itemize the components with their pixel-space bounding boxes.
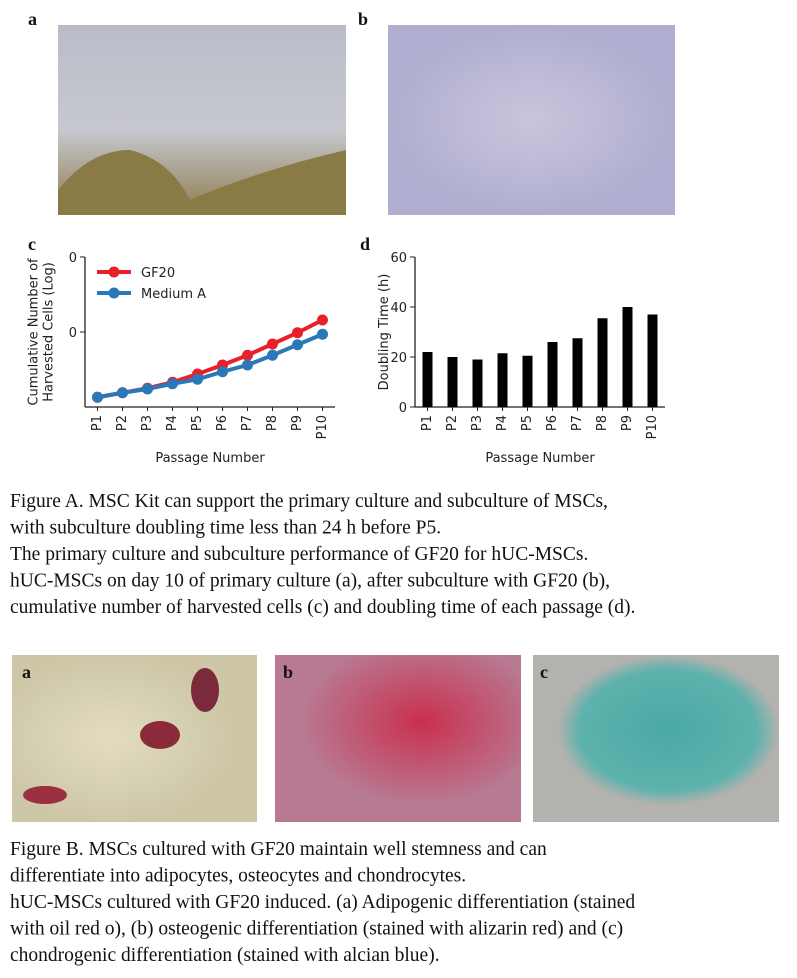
photo — [275, 655, 521, 822]
x-tick-label: P4 — [165, 415, 180, 431]
x-tick-label: P2 — [115, 415, 130, 431]
caption-line: The primary culture and subculture perfo… — [10, 544, 588, 565]
x-tick-label: P9 — [620, 415, 635, 431]
x-tick-label: P8 — [595, 415, 610, 431]
bar — [497, 353, 508, 407]
marker — [142, 383, 153, 395]
caption-line: cumulative number of harvested cells (c)… — [10, 597, 635, 618]
y-tick-label: 20 — [390, 351, 407, 366]
bar — [572, 338, 583, 407]
panel-letter: b — [358, 9, 368, 29]
bar — [647, 314, 658, 407]
x-tick-label: P6 — [215, 415, 230, 431]
x-tick-label: P6 — [545, 415, 560, 431]
x-tick-label: P8 — [265, 415, 280, 431]
panel-letter: b — [283, 662, 293, 682]
legend-label: Medium A — [141, 287, 206, 302]
marker — [117, 387, 128, 399]
marker — [292, 339, 303, 351]
bar — [472, 359, 483, 407]
bar — [622, 307, 633, 407]
caption: Figure A. MSC Kit can support the primar… — [10, 491, 635, 618]
panel-letter: c — [540, 662, 548, 682]
y-tick-label: 60 — [390, 251, 407, 266]
x-tick-label: P2 — [445, 415, 460, 431]
marker — [292, 327, 303, 339]
y-tick-label: 0 — [69, 251, 77, 266]
bar — [547, 342, 558, 407]
marker — [317, 328, 328, 340]
marker — [217, 366, 228, 378]
legend-marker — [108, 266, 120, 278]
caption-line: with oil red o), (b) osteogenic differen… — [10, 919, 623, 940]
x-tick-label: P5 — [520, 415, 535, 431]
legend-label: GF20 — [141, 266, 175, 281]
x-tick-label: P9 — [290, 415, 305, 431]
x-tick-label: P5 — [190, 415, 205, 431]
line — [97, 332, 324, 400]
bar — [522, 355, 533, 407]
x-tick-label: P7 — [570, 415, 585, 431]
marker — [317, 314, 328, 326]
panel-letter: d — [360, 234, 370, 254]
marker — [242, 359, 253, 371]
x-tick-label: P10 — [645, 415, 660, 439]
caption: Figure B. MSCs cultured with GF20 mainta… — [10, 839, 635, 966]
marker — [167, 378, 178, 390]
tissue — [58, 150, 346, 215]
bar — [447, 357, 458, 407]
caption-line: hUC-MSCs on day 10 of primary culture (a… — [10, 571, 610, 592]
y-tick-label: 0 — [399, 401, 407, 416]
x-tick-label: P10 — [315, 415, 330, 439]
x-tick-label: P1 — [90, 415, 105, 431]
x-tick-label: P3 — [470, 415, 485, 431]
bar — [422, 352, 433, 407]
marker — [192, 373, 203, 385]
panel-letter: a — [28, 9, 37, 29]
y-axis-label: Harvested Cells (Log) — [42, 262, 57, 402]
line — [97, 318, 324, 400]
x-tick-label: P3 — [140, 415, 155, 431]
y-tick-label: 0 — [69, 326, 77, 341]
caption-line: Figure B. MSCs cultured with GF20 mainta… — [10, 839, 547, 860]
y-axis-label: Cumulative Number of — [27, 258, 42, 406]
x-axis-label: Passage Number — [485, 451, 595, 466]
legend-marker — [108, 287, 120, 299]
y-axis-label: Doubling Time (h) — [377, 274, 392, 391]
caption-line: hUC-MSCs cultured with GF20 induced. (a)… — [10, 892, 635, 913]
x-tick-label: P1 — [420, 415, 435, 431]
marker — [92, 391, 103, 403]
stain — [191, 668, 219, 712]
photo — [388, 25, 675, 215]
panel-letter: c — [28, 234, 36, 254]
caption-line: Figure A. MSC Kit can support the primar… — [10, 491, 608, 512]
stain — [140, 721, 180, 749]
x-tick-label: P7 — [240, 415, 255, 431]
y-tick-label: 40 — [390, 301, 407, 316]
marker — [242, 349, 253, 361]
x-tick-label: P4 — [495, 415, 510, 431]
caption-line: chondrogenic differentiation (stained wi… — [10, 945, 440, 966]
marker — [267, 349, 278, 361]
photo — [533, 655, 779, 822]
stain — [23, 786, 67, 804]
marker — [267, 338, 278, 350]
bar — [597, 318, 608, 407]
panel-letter: a — [22, 662, 31, 682]
caption-line: with subculture doubling time less than … — [10, 518, 441, 539]
x-axis-label: Passage Number — [155, 451, 265, 466]
caption-line: differentiate into adipocytes, osteocyte… — [10, 866, 466, 887]
